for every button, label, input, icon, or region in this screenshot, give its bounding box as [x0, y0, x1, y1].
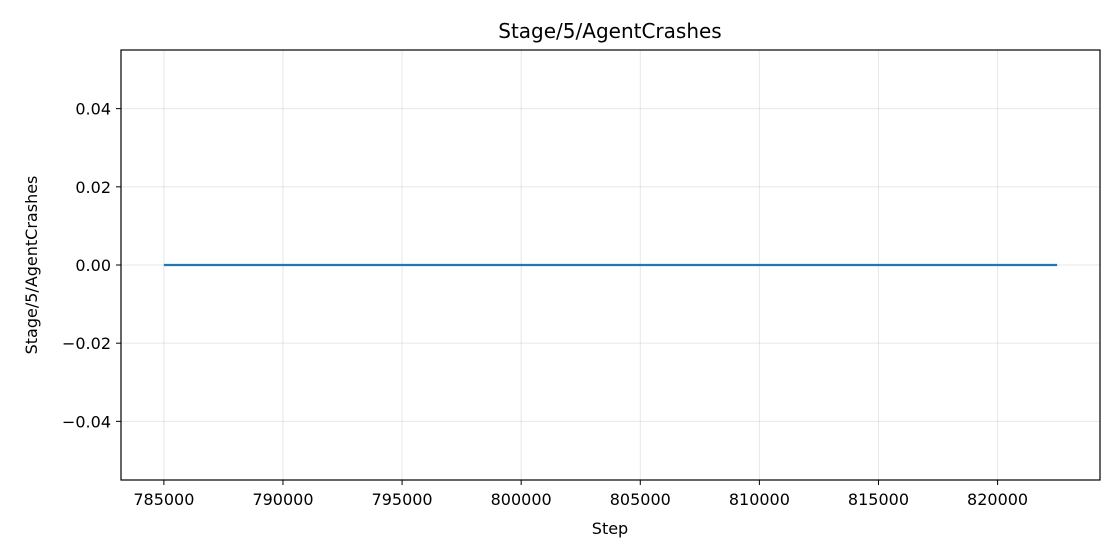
y-tick-label: −0.02 — [62, 334, 111, 353]
y-axis-title: Stage/5/AgentCrashes — [22, 176, 41, 355]
x-tick-label: 785000 — [133, 490, 194, 509]
x-tick-label: 820000 — [967, 490, 1028, 509]
chart-title: Stage/5/AgentCrashes — [498, 19, 721, 43]
x-tick-label: 800000 — [491, 490, 552, 509]
x-axis-title: Step — [592, 519, 628, 538]
x-tick-label: 805000 — [610, 490, 671, 509]
x-tick-label: 810000 — [729, 490, 790, 509]
y-tick-label: −0.04 — [62, 412, 111, 431]
y-tick-label: 0.04 — [75, 100, 111, 119]
x-tick-label: 790000 — [252, 490, 313, 509]
x-tick-label: 815000 — [848, 490, 909, 509]
y-tick-label: 0.02 — [75, 178, 111, 197]
x-tick-label: 795000 — [372, 490, 433, 509]
y-tick-label: 0.00 — [75, 256, 111, 275]
y-axis: −0.04 −0.02 0.00 0.02 0.04 — [62, 100, 121, 431]
x-axis: 785000 790000 795000 800000 805000 810000 8150… — [133, 480, 1028, 509]
